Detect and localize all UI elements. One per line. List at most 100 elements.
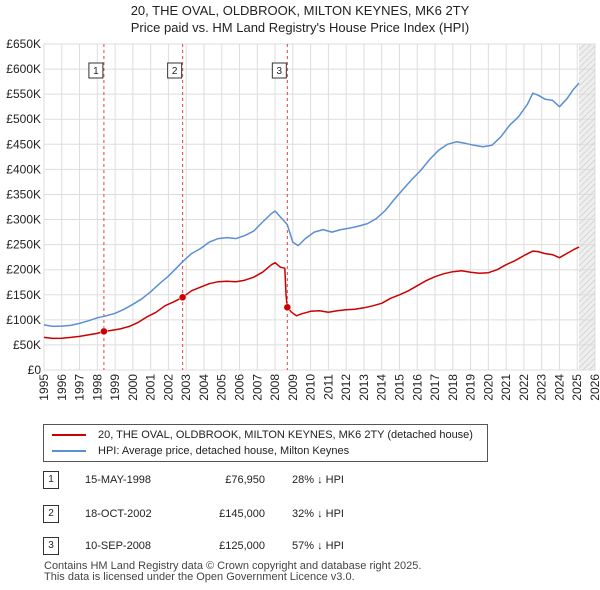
x-tick-label: 2012 — [339, 374, 353, 401]
sale-marker-box — [88, 62, 104, 79]
x-tick-label: 2008 — [268, 374, 282, 401]
footer-line2: This data is licensed under the Open Gov… — [44, 571, 355, 583]
x-tick-label: 2006 — [233, 374, 247, 401]
sale-price: £76,950 — [225, 474, 265, 486]
sale-number-badge: 3 — [43, 537, 59, 555]
x-tick-label: 2007 — [250, 374, 264, 401]
forecast-hatch — [579, 237, 596, 255]
sale-date: 18-OCT-2002 — [85, 508, 152, 520]
forecast-hatch — [579, 201, 596, 219]
legend-item-hpi: HPI: Average price, detached house, Milt… — [52, 443, 349, 459]
forecast-hatch — [579, 99, 596, 117]
forecast-hatch — [579, 141, 596, 159]
sale-date: 15-MAY-1998 — [85, 474, 152, 486]
footer-attribution: Contains HM Land Registry data © Crown c… — [44, 561, 421, 583]
plot-area — [43, 43, 596, 371]
forecast-hatch — [579, 339, 596, 357]
forecast-region — [579, 44, 595, 370]
x-tick-label: 2002 — [161, 374, 175, 401]
forecast-hatch — [579, 189, 596, 207]
forecast-hatch — [579, 159, 596, 177]
sale-point — [100, 327, 108, 336]
hpi-line — [43, 82, 580, 328]
forecast-hatch — [579, 195, 596, 213]
sale-price: £145,000 — [219, 508, 265, 520]
x-tick-label: 2016 — [410, 374, 424, 401]
forecast-hatch — [579, 117, 596, 135]
x-tick-label: 1995 — [37, 374, 51, 401]
x-tick-label: 1999 — [108, 374, 122, 401]
sale-marker-label: 3 — [277, 66, 283, 77]
forecast-hatch — [579, 231, 596, 249]
x-tick-label: 1997 — [73, 374, 87, 401]
forecast-hatch — [579, 129, 596, 147]
forecast-hatch — [579, 327, 596, 345]
x-tick-label: 2009 — [286, 374, 300, 401]
sale-point — [283, 303, 292, 312]
forecast-hatch — [579, 291, 596, 309]
forecast-hatch — [579, 93, 596, 111]
y-tick-label: £400K — [6, 162, 41, 176]
x-tick-label: 2004 — [197, 374, 211, 401]
x-tick-label: 2024 — [552, 374, 566, 401]
forecast-hatch — [579, 135, 596, 153]
forecast-hatch — [579, 147, 596, 165]
forecast-hatch — [579, 207, 596, 225]
sale-marker-label: 2 — [172, 66, 178, 77]
x-tick-label: 2015 — [392, 374, 406, 401]
x-tick-label: 2026 — [588, 374, 600, 401]
y-tick-label: £300K — [6, 213, 41, 227]
legend-swatch-hpi — [52, 450, 86, 453]
x-tick-label: 2000 — [126, 374, 140, 401]
forecast-hatch — [579, 297, 596, 315]
chart-title: 20, THE OVAL, OLDBROOK, MILTON KEYNES, M… — [0, 2, 600, 36]
x-tick-label: 2017 — [428, 374, 442, 401]
x-tick-label: 1996 — [55, 374, 69, 401]
chart-title-line1: 20, THE OVAL, OLDBROOK, MILTON KEYNES, M… — [130, 3, 470, 18]
x-tick-label: 2010 — [304, 374, 318, 401]
forecast-hatch — [579, 44, 586, 51]
price-chart: £0 £50K £100K £150K £200K £250K £300K £350K £400… — [6, 37, 600, 401]
x-tick-label: 2023 — [535, 374, 549, 401]
forecast-hatch — [579, 44, 580, 45]
forecast-hatch — [579, 345, 596, 363]
forecast-hatch — [579, 111, 596, 129]
y-tick-label: £350K — [6, 187, 41, 201]
forecast-hatch — [579, 249, 596, 267]
forecast-hatch — [579, 69, 596, 87]
x-tick-label: 2003 — [179, 374, 193, 401]
forecast-hatch — [579, 51, 596, 69]
forecast-hatch — [579, 171, 596, 189]
y-tick-label: £450K — [6, 137, 41, 151]
sale-price: £125,000 — [219, 540, 265, 552]
sale-marker-box — [271, 62, 287, 79]
y-tick-label: £100K — [6, 313, 41, 327]
legend-label-hpi: HPI: Average price, detached house, Milt… — [98, 445, 350, 457]
forecast-hatch — [579, 57, 596, 75]
y-tick-label: £650K — [6, 37, 41, 51]
x-tick-label: 2018 — [446, 374, 460, 401]
y-tick-label: £50K — [13, 338, 41, 352]
forecast-hatch — [579, 219, 596, 237]
forecast-hatch — [579, 315, 596, 333]
sale-number-badge: 1 — [43, 471, 59, 489]
sale-marker-box — [167, 62, 183, 79]
x-tick-label: 2014 — [375, 374, 389, 401]
sale-hpi-diff: 28% ↓ HPI — [292, 474, 344, 486]
sale-date: 10-SEP-2008 — [85, 540, 152, 552]
x-tick-label: 2011 — [321, 374, 335, 400]
x-tick-label: 2013 — [357, 374, 371, 401]
forecast-hatch — [579, 303, 596, 321]
forecast-hatch — [579, 243, 596, 261]
forecast-hatch — [579, 273, 596, 291]
x-tick-label: 2025 — [570, 374, 584, 401]
y-tick-label: £600K — [6, 62, 41, 76]
x-tick-label: 1998 — [90, 374, 104, 401]
legend-item-property: 20, THE OVAL, OLDBROOK, MILTON KEYNES, M… — [52, 427, 473, 443]
y-tick-label: £0 — [28, 363, 42, 377]
forecast-hatch — [579, 123, 596, 141]
x-tick-label: 2019 — [464, 374, 478, 401]
property-price-line — [43, 246, 580, 340]
forecast-hatch — [579, 63, 596, 81]
forecast-hatch — [579, 261, 596, 279]
